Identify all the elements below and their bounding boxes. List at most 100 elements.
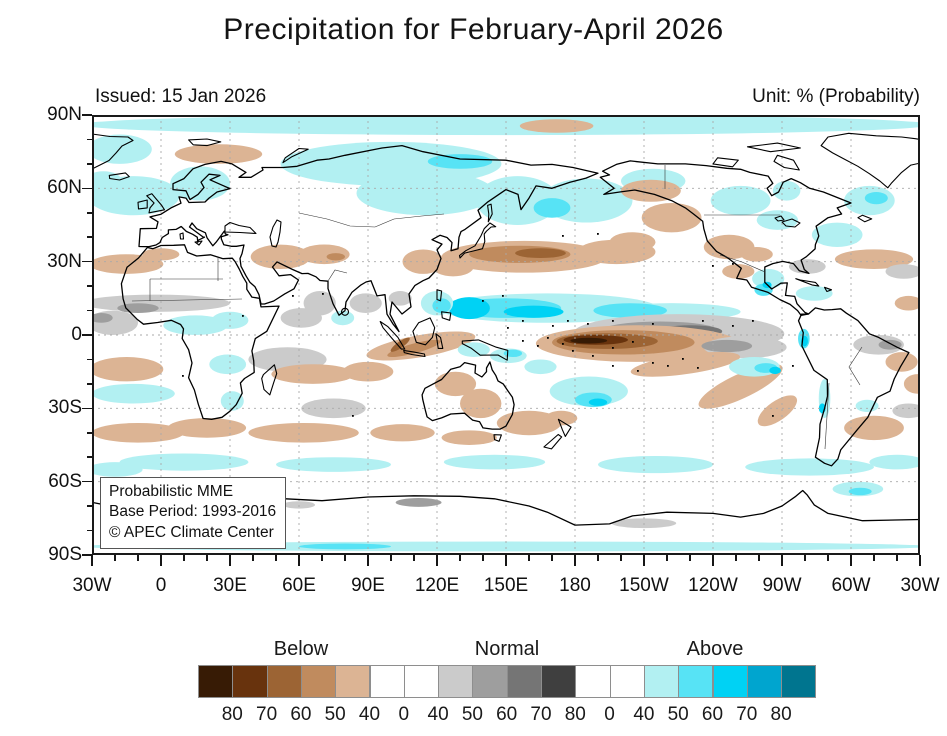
lon-axis-label: 120W xyxy=(688,575,738,596)
coastline-britain xyxy=(146,193,166,214)
lat-axis-tick xyxy=(82,187,92,190)
border-andes xyxy=(824,382,830,450)
lon-axis-label: 180 xyxy=(559,575,591,596)
lat-axis-tick xyxy=(87,138,92,141)
lon-axis-tick xyxy=(413,555,415,561)
probability-region-b40 xyxy=(92,254,164,274)
probability-region-c40 xyxy=(443,454,546,470)
stipple-dot xyxy=(322,293,324,295)
stipple-dot xyxy=(567,320,569,322)
probability-region-b40 xyxy=(894,295,920,311)
stipple-dot xyxy=(562,343,564,345)
probability-region-g50 xyxy=(117,303,159,314)
legend-group-label-normal: Normal xyxy=(474,638,540,660)
lon-axis-tick xyxy=(896,555,898,561)
lat-axis-tick xyxy=(87,309,92,312)
stipple-dot xyxy=(502,295,504,297)
legend-tick-label: 60 xyxy=(496,704,518,725)
coastline-luzon xyxy=(436,289,443,302)
border-russia-south xyxy=(298,212,445,228)
probability-region-b40 xyxy=(834,249,914,270)
stipple-dot xyxy=(522,320,524,322)
stipple-dot xyxy=(637,370,639,372)
probability-region-g40 xyxy=(892,403,920,419)
lon-axis-tick xyxy=(804,555,806,561)
border-brazil xyxy=(848,346,863,386)
stipple-dot xyxy=(507,327,509,329)
coastline-java xyxy=(403,349,426,358)
stipple-dot xyxy=(522,340,524,342)
lake-caspian-sea xyxy=(269,219,282,248)
lat-axis-tick xyxy=(82,407,92,410)
legend-tick-label: 60 xyxy=(701,704,724,725)
stipple-dot xyxy=(587,323,589,325)
coastline-cuba xyxy=(795,278,820,287)
coastline-new-guinea xyxy=(461,339,509,361)
lat-axis-tick xyxy=(82,480,92,483)
world-map-canvas xyxy=(92,115,920,555)
lon-axis-label: 150W xyxy=(619,575,669,596)
probability-region-c60 xyxy=(503,305,564,318)
probability-region-b40 xyxy=(496,410,562,436)
probability-region-b40 xyxy=(885,352,918,372)
legend-color-box-w xyxy=(403,665,440,698)
probability-region-c40 xyxy=(811,222,863,247)
legend-color-box-b50 xyxy=(300,665,337,698)
legend-tick-label: 60 xyxy=(290,704,312,725)
lon-axis-tick xyxy=(206,555,208,561)
lon-axis-label: 90E xyxy=(351,575,385,596)
legend-color-box-w xyxy=(575,665,611,698)
legend-tick-label: 40 xyxy=(358,704,381,725)
inset-line-copyright: © APEC Climate Center xyxy=(109,523,274,541)
stipple-dot xyxy=(612,320,614,322)
coastline-newfoundland xyxy=(857,214,873,223)
coastline-north-america xyxy=(599,160,852,317)
coastline-australia xyxy=(421,361,515,430)
stipple-dot xyxy=(292,295,294,297)
lat-axis-label: 60S xyxy=(48,470,82,492)
lat-axis-tick xyxy=(82,114,92,116)
legend-color-box-w xyxy=(369,665,405,698)
probability-region-c50 xyxy=(848,487,872,496)
stipple-dot xyxy=(572,350,574,352)
color-legend: 80 70 60 50 40 0 40 50 60 70 80 0 40 50 60 70 80 Below Nor… xyxy=(198,638,818,735)
probability-region-c40 xyxy=(710,185,771,216)
coastline-baffin xyxy=(773,154,800,171)
lon-axis-tick xyxy=(597,555,599,561)
lat-axis-tick xyxy=(87,285,92,287)
stipple-dot xyxy=(652,323,654,325)
lon-axis-tick xyxy=(482,555,484,561)
probability-region-c40 xyxy=(170,166,230,201)
lon-axis-tick xyxy=(252,555,254,561)
lon-axis-tick xyxy=(114,555,116,561)
probability-region-b80 xyxy=(570,337,608,344)
lat-axis-tick xyxy=(87,456,92,458)
country-borders-layer xyxy=(131,165,863,450)
lat-axis-tick xyxy=(87,432,92,434)
lat-axis-tick xyxy=(82,260,92,263)
coastline-hispaniola xyxy=(823,286,833,293)
lon-axis-tick xyxy=(643,555,645,566)
coastline-ireland xyxy=(137,199,148,210)
probability-region-c50 xyxy=(432,298,451,313)
probability-region-b40 xyxy=(757,395,798,427)
lon-axis-label: 60E xyxy=(282,575,316,596)
stipple-dot xyxy=(697,367,699,369)
legend-tick-label: 50 xyxy=(667,704,689,725)
lon-axis-tick xyxy=(620,555,622,561)
coastline-borneo xyxy=(412,317,436,346)
lon-axis-tick xyxy=(505,555,507,566)
coastline-greenland-east xyxy=(92,133,134,170)
lon-axis-label: 30E xyxy=(213,575,247,596)
attribution-box: Probabilistic MME Base Period: 1993-2016… xyxy=(100,477,287,550)
probability-region-c50 xyxy=(533,198,571,218)
legend-group-label-below: Below xyxy=(273,638,329,660)
lat-axis-label: 30N xyxy=(47,250,82,272)
probability-region-c40 xyxy=(92,134,152,164)
page-title: Precipitation for February-April 2026 xyxy=(223,13,724,46)
legend-color-box-b60 xyxy=(266,665,302,698)
legend-color-box-c60 xyxy=(712,665,748,698)
inset-line-mme: Probabilistic MME xyxy=(109,483,234,500)
map-area xyxy=(92,115,920,555)
legend-tick-label: 80 xyxy=(564,704,586,725)
